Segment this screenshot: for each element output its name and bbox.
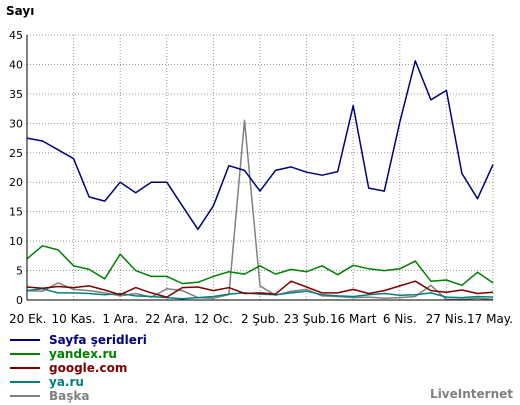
x-tick-label: 6 Nis.	[383, 312, 417, 326]
legend-item: ya.ru	[10, 375, 147, 389]
x-tick-label: 12 Oc.	[194, 312, 233, 326]
x-tick-label: 23 Şub.	[284, 312, 330, 326]
x-tick-label: 16 Mart	[330, 312, 377, 326]
y-tick-labels: 0 5 10 15 20 25 30 35 40 45	[9, 29, 23, 307]
y-axis-label: Sayı	[6, 4, 35, 18]
series-line-4	[26, 119, 494, 301]
series-line-0	[26, 60, 494, 231]
line-chart: 0 5 10 15 20 25 30 35 40 45 20 Ek. 10 Kas. 1 Ara. 22…	[9, 29, 513, 326]
y-tick-label: 10	[9, 235, 23, 248]
x-tick-label: 17 May.	[467, 312, 513, 326]
series-line-3	[26, 288, 494, 300]
y-tick-label: 30	[9, 117, 23, 130]
grid-lines	[26, 34, 494, 300]
x-tick-label: 22 Ara.	[145, 312, 188, 326]
y-tick-label: 45	[9, 29, 23, 42]
legend-label: yandex.ru	[49, 347, 117, 361]
series-lines	[26, 60, 494, 301]
x-tick-label: 20 Ek.	[9, 312, 46, 326]
series-line-1	[26, 245, 494, 287]
x-tick-label: 2 Şub.	[241, 312, 279, 326]
x-tick-label: 1 Ara.	[102, 312, 138, 326]
legend-item: yandex.ru	[10, 347, 147, 361]
y-tick-label: 20	[9, 176, 23, 189]
legend-swatch	[10, 381, 40, 383]
axes	[26, 35, 493, 301]
legend-swatch	[10, 353, 40, 355]
legend-label: Sayfa şeridleri	[49, 333, 147, 347]
x-tick-labels: 20 Ek. 10 Kas. 1 Ara. 22 Ara. 12 Oc. 2 Şub. 23…	[9, 312, 513, 326]
y-tick-label: 0	[16, 294, 23, 307]
legend-label: Başka	[49, 389, 90, 403]
y-tick-label: 35	[9, 88, 23, 101]
legend-label: ya.ru	[49, 375, 84, 389]
legend-swatch	[10, 395, 40, 397]
y-tick-label: 15	[9, 206, 23, 219]
brand-label: LiveInternet	[430, 387, 513, 401]
x-tick-label: 10 Kas.	[52, 312, 96, 326]
legend-item: Sayfa şeridleri	[10, 333, 147, 347]
legend-label: google.com	[49, 361, 128, 375]
legend-swatch	[10, 339, 40, 341]
legend-swatch	[10, 367, 40, 369]
y-tick-label: 5	[16, 265, 23, 278]
y-tick-label: 25	[9, 147, 23, 160]
legend-item: google.com	[10, 361, 147, 375]
y-tick-label: 40	[9, 58, 23, 71]
x-tick-label: 27 Nis.	[426, 312, 467, 326]
legend-item: Başka	[10, 389, 147, 403]
legend: Sayfa şeridleri yandex.ru google.com ya.ru B…	[10, 333, 147, 403]
series-line-2	[26, 280, 494, 298]
